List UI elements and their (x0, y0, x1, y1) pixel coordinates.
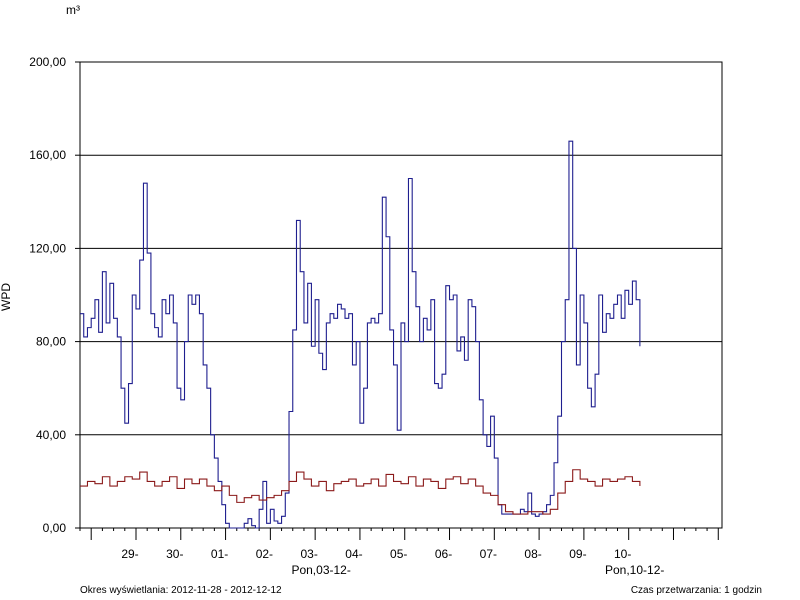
series-lines (80, 140, 641, 529)
x-tick-label: 06- (435, 547, 452, 561)
y-tick-label: 160,00 (29, 148, 66, 162)
series-line-2 (80, 469, 641, 515)
x-tick-label: 05- (390, 547, 407, 561)
x-tick-label: 04- (345, 547, 362, 561)
x-tick-label: 30- (166, 547, 183, 561)
x-tick-label: 29- (121, 547, 138, 561)
unit-label: m³ (66, 3, 80, 17)
plot-area (79, 61, 723, 529)
display-period-label: Okres wyświetlania: 2012-11-28 - 2012-12… (80, 585, 282, 596)
x-tick-label: 09- (569, 547, 586, 561)
y-tick-label: 80,00 (36, 335, 66, 349)
x-tick-label: 07- (480, 547, 497, 561)
x-tick-label: 03- (300, 547, 317, 561)
processing-time-label: Czas przetwarzania: 1 godzin (630, 585, 762, 596)
y-tick-labels: 0,00 40,00 80,00 120,00 160,00 200,00 (29, 55, 80, 535)
x-tick-label: 08- (524, 547, 541, 561)
week-label: Pon,03-12- (291, 563, 350, 577)
y-tick-label: 40,00 (36, 428, 66, 442)
y-tick-label: 200,00 (29, 55, 66, 69)
x-tick-labels: 29- 30- 01- 02- 03- 04- 05- 06- 07- 08- 09- 10- Pon,… (79, 528, 719, 577)
y-tick-label: 120,00 (29, 241, 66, 255)
series-line-1 (80, 140, 641, 529)
x-tick-label: 10- (614, 547, 631, 561)
y-tick-label: 0,00 (43, 521, 67, 535)
y-axis-label: WPD (0, 283, 13, 311)
week-label: Pon,10-12- (605, 563, 664, 577)
x-tick-label: 01- (211, 547, 228, 561)
x-tick-label: 02- (256, 547, 273, 561)
